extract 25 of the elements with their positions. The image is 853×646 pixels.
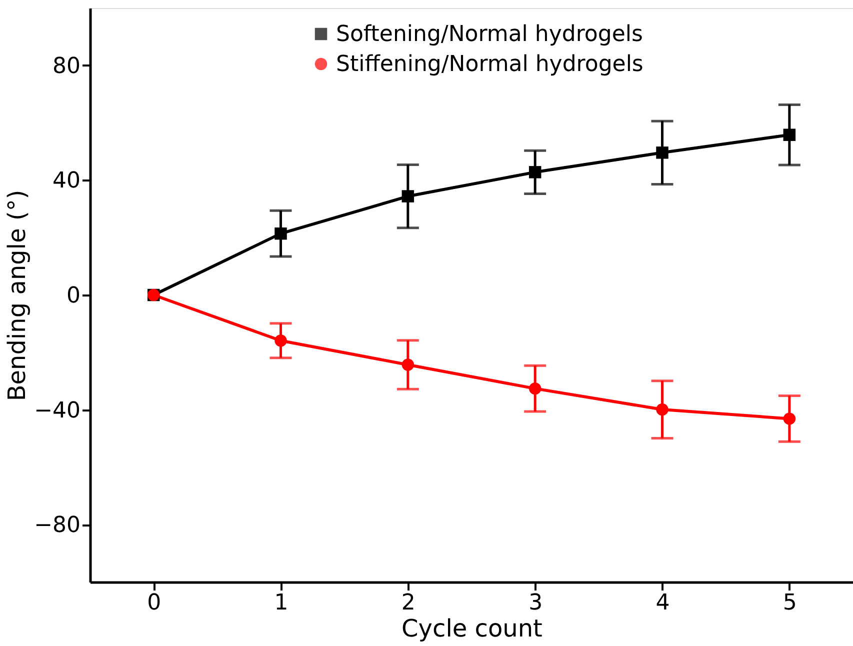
x-tick-label: 4 bbox=[656, 590, 670, 616]
point bbox=[402, 190, 414, 202]
y-tick-label: 40 bbox=[52, 168, 80, 194]
y-tick-label: −80 bbox=[34, 513, 80, 538]
x-tick-label: 3 bbox=[528, 590, 543, 616]
x-tick-label: 2 bbox=[401, 590, 416, 616]
point bbox=[783, 412, 796, 425]
point bbox=[528, 382, 542, 395]
y-tick-label: −40 bbox=[34, 398, 80, 424]
point bbox=[783, 128, 796, 141]
point bbox=[656, 403, 668, 416]
legend-label: Softening/Normal hydrogels bbox=[336, 22, 643, 47]
x-tick-label: 1 bbox=[274, 590, 288, 616]
point bbox=[274, 227, 287, 240]
x-axis-title: Cycle count bbox=[402, 614, 542, 642]
y-tick-label: 0 bbox=[66, 284, 80, 308]
point bbox=[274, 334, 287, 347]
x-tick-label: 0 bbox=[147, 590, 162, 616]
point bbox=[656, 146, 668, 159]
point bbox=[528, 166, 542, 178]
y-axis-title: Bending angle (°) bbox=[3, 190, 32, 402]
legend-label: Stiffening/Normal hydrogels bbox=[336, 52, 644, 77]
y-tick-label: 80 bbox=[52, 54, 80, 79]
point bbox=[402, 358, 414, 371]
x-tick-label: 5 bbox=[782, 590, 797, 616]
